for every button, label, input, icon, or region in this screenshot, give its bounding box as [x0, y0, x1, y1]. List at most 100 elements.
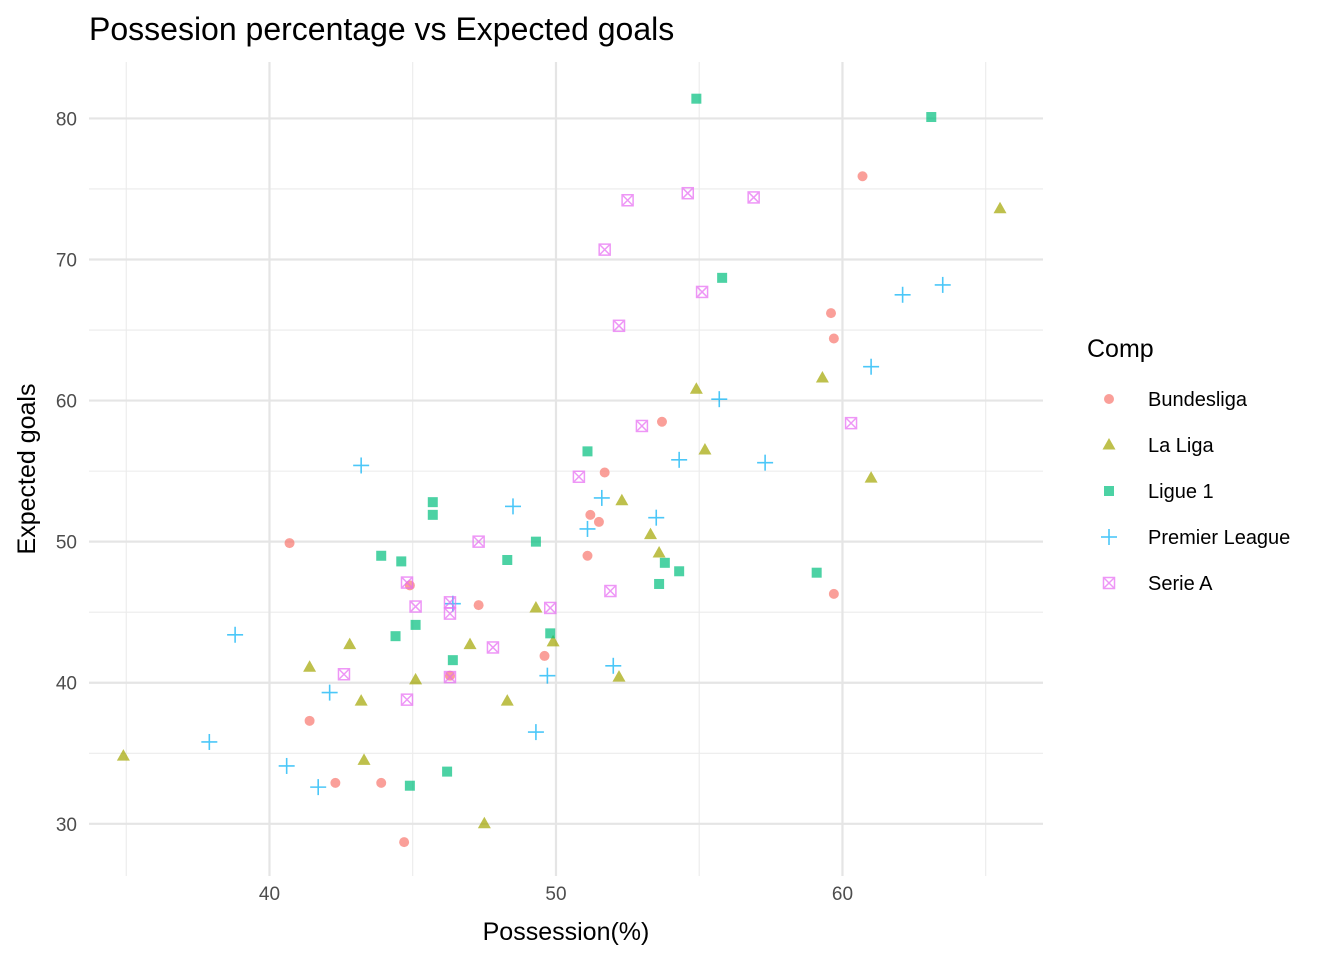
premier-league-point — [863, 358, 880, 375]
premier-league-point — [321, 684, 338, 701]
ligue-1-point — [717, 272, 728, 283]
premier-league-point — [278, 757, 295, 774]
premier-league-point — [593, 489, 610, 506]
serie-a-point — [604, 584, 617, 598]
legend-title: Comp — [1087, 335, 1154, 363]
la-liga-point — [864, 471, 878, 483]
premier-league-point — [353, 457, 370, 474]
bundesliga-point — [304, 715, 315, 726]
la-liga-point — [500, 694, 514, 706]
la-liga-point — [463, 637, 477, 650]
serie-a-point — [400, 693, 414, 706]
ligue-1-point — [410, 619, 421, 630]
bundesliga-point — [656, 416, 667, 427]
premier-league-point — [201, 733, 218, 750]
bundesliga-point — [284, 538, 295, 549]
la-liga-point — [698, 442, 712, 455]
premier-league-point — [711, 391, 728, 408]
ligue-1-point — [659, 557, 670, 568]
la-liga-point — [815, 371, 829, 383]
y-axis-title: Expected goals — [13, 384, 41, 555]
premier-league-point — [579, 520, 596, 537]
la-liga-point — [343, 637, 357, 650]
la-liga-point — [529, 600, 543, 613]
bundesliga-point — [857, 171, 868, 182]
ligue-1-point — [691, 93, 702, 104]
legend-label-serie-a: Serie A — [1148, 573, 1213, 595]
data-points — [116, 93, 1007, 848]
serie-a-point — [409, 600, 422, 613]
legend-key-premier-league — [1101, 529, 1117, 545]
chart-title: Possesion percentage vs Expected goals — [89, 11, 674, 47]
la-liga-point — [116, 749, 130, 761]
tick-labels: 40 50 60 30 40 50 60 70 80 — [56, 109, 853, 905]
ligue-1-point — [447, 655, 458, 666]
serie-a-point — [543, 601, 557, 615]
ligue-1-point — [396, 556, 407, 567]
x-axis-title: Possession(%) — [483, 918, 650, 946]
legend: Comp Bundesliga La Liga Ligue 1 Premier Lea… — [1087, 335, 1290, 595]
y-tick-label: 80 — [56, 109, 77, 130]
bundesliga-point — [828, 588, 839, 599]
premier-league-point — [671, 451, 688, 468]
legend-label-ligue-1: Ligue 1 — [1148, 481, 1214, 503]
bundesliga-point — [826, 308, 836, 319]
legend-label-bundesliga: Bundesliga — [1148, 389, 1248, 411]
la-liga-point — [689, 382, 703, 394]
y-tick-label: 70 — [56, 251, 77, 272]
legend-key-la-liga — [1102, 438, 1116, 450]
serie-a-point — [598, 243, 611, 256]
serie-a-point — [443, 596, 457, 609]
bundesliga-point — [330, 777, 341, 788]
serie-a-point — [844, 416, 858, 430]
x-tick-label: 50 — [545, 884, 566, 905]
bundesliga-point — [585, 509, 596, 520]
la-liga-point — [993, 201, 1007, 214]
la-liga-point — [546, 634, 560, 647]
x-tick-label: 40 — [259, 884, 280, 905]
la-liga-point — [615, 493, 629, 506]
ligue-1-point — [427, 497, 438, 508]
serie-a-point — [400, 576, 414, 589]
ligue-1-point — [502, 554, 513, 565]
legend-key-ligue-1 — [1104, 486, 1114, 496]
serie-a-point — [443, 670, 457, 684]
serie-a-point — [747, 191, 760, 204]
bundesliga-point — [399, 837, 410, 848]
la-liga-point — [612, 670, 626, 682]
premier-league-point — [539, 667, 556, 684]
ligue-1-point — [654, 578, 665, 589]
serie-a-point — [635, 419, 649, 433]
premier-league-point — [894, 286, 911, 303]
x-tick-label: 60 — [832, 884, 853, 905]
serie-a-point — [472, 535, 485, 548]
ligue-1-point — [674, 566, 685, 577]
la-liga-point — [303, 660, 317, 672]
serie-a-point — [337, 668, 351, 681]
bundesliga-point — [582, 550, 593, 561]
serie-a-point — [443, 607, 457, 620]
serie-a-point — [621, 194, 634, 207]
premier-league-point — [605, 657, 622, 674]
ligue-1-point — [390, 631, 401, 642]
la-liga-point — [477, 816, 491, 829]
y-tick-label: 40 — [56, 674, 77, 695]
la-liga-point — [357, 753, 371, 765]
premier-league-point — [310, 779, 327, 796]
la-liga-point — [354, 694, 368, 706]
ligue-1-point — [442, 766, 453, 777]
grid-lines — [89, 62, 1043, 876]
premier-league-point — [934, 276, 951, 293]
serie-a-point — [695, 285, 709, 299]
premier-league-point — [527, 724, 544, 741]
bundesliga-point — [539, 650, 550, 661]
ligue-1-point — [926, 112, 937, 123]
bundesliga-point — [599, 467, 610, 478]
premier-league-point — [757, 454, 774, 471]
serie-a-point — [681, 186, 695, 200]
y-tick-label: 50 — [56, 533, 77, 554]
bundesliga-point — [376, 777, 387, 788]
ligue-1-point — [404, 780, 415, 791]
legend-key-bundesliga — [1104, 394, 1114, 404]
